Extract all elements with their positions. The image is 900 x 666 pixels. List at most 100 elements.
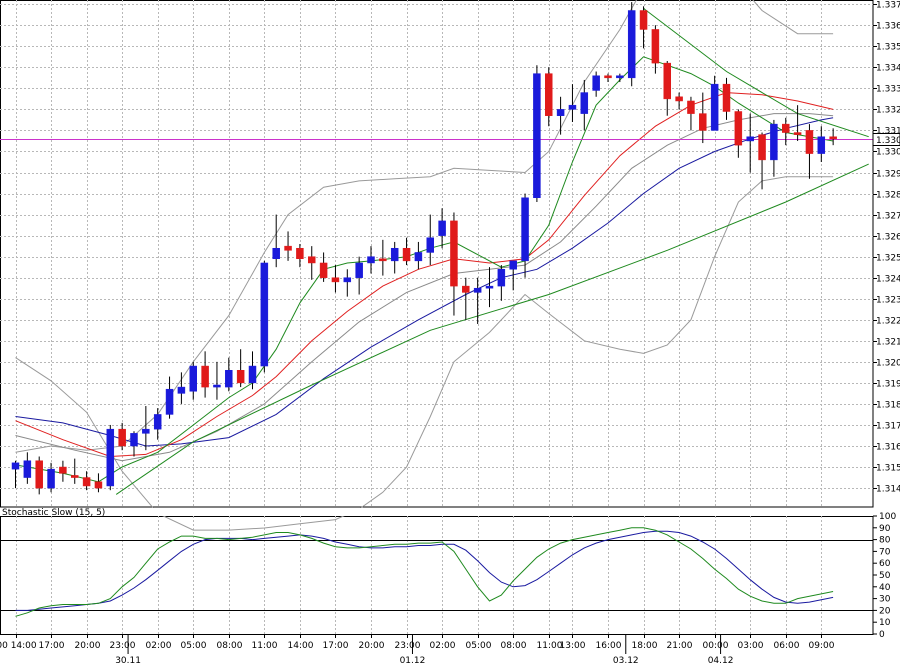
candle-bullish	[367, 256, 375, 264]
price-tick-label: 1.3310	[876, 127, 900, 137]
grid	[0, 0, 873, 634]
stoch-tick-label: 40	[879, 583, 891, 593]
stochastic-signal-line	[15, 530, 834, 611]
candle-bullish	[533, 73, 541, 199]
candle-bullish	[592, 75, 600, 91]
time-tick-label: 08:00	[217, 641, 243, 651]
candle-bearish	[805, 130, 814, 154]
time-tick-label: 11:00	[537, 641, 563, 651]
candle-bullish	[213, 384, 221, 388]
time-tick-label: 21:00	[667, 641, 693, 651]
price-tick-label: 1.3170	[876, 422, 900, 432]
candle-bearish	[59, 466, 67, 474]
candle-bearish	[118, 428, 126, 447]
candle-bullish	[497, 269, 506, 287]
candle-bearish	[201, 365, 209, 388]
stoch-tick-label: 50	[879, 571, 891, 581]
date-label: 03.12	[613, 656, 639, 666]
candle-bullish	[438, 220, 446, 236]
candle-bullish	[165, 388, 174, 415]
candle-bearish	[722, 83, 731, 112]
candle-bullish	[106, 428, 115, 487]
candle-bullish	[248, 365, 257, 384]
time-tick-label: 20:00	[359, 641, 385, 651]
time-tick-label: 23:00	[395, 641, 421, 651]
candle-bearish	[71, 475, 79, 478]
stoch-tick-label: 100	[879, 512, 896, 522]
time-tick-label: 09:00	[809, 641, 835, 651]
time-tick-label: 23:00	[110, 641, 136, 651]
price-tick-label: 1.3350	[876, 43, 900, 53]
price-tick-label: 1.3150	[876, 464, 900, 474]
candle-bearish	[639, 10, 648, 30]
time-tick-label: 05:00	[466, 641, 492, 651]
candle-bearish	[284, 245, 292, 251]
time-tick-label: 16:00	[596, 641, 622, 651]
price-tick-label: 1.3200	[876, 359, 900, 369]
candle-bullish	[177, 386, 186, 394]
candle-bullish	[568, 104, 577, 110]
date-label: 04.12	[708, 656, 734, 666]
candle-bearish	[545, 73, 553, 116]
candle-bullish	[390, 247, 399, 262]
candle-bullish	[556, 109, 565, 116]
time-tick-label: 13:00	[560, 641, 586, 651]
price-tick-label: 1.3240	[876, 275, 900, 285]
candle-bearish	[94, 481, 103, 489]
bollinger-upper-line	[15, 0, 834, 453]
trendline-support	[115, 163, 869, 495]
candle-bullish	[509, 260, 517, 270]
price-tick-label: 1.3160	[876, 443, 900, 453]
candle-bearish	[319, 262, 328, 278]
price-tick-label: 1.3270	[876, 212, 900, 222]
candle-bullish	[770, 123, 778, 161]
candle-bearish	[782, 123, 790, 133]
time-tick-label: 06:00	[774, 641, 800, 651]
panel-separator	[0, 508, 873, 516]
stochastic-main-line	[15, 527, 834, 617]
candle-bearish	[675, 96, 683, 102]
candle-bullish	[11, 462, 20, 470]
moving-average-blue-line	[15, 117, 834, 447]
candle-bearish	[462, 285, 470, 293]
candle-bearish	[699, 113, 707, 131]
time-tick-label: 18:00	[632, 641, 658, 651]
candle-bullish	[710, 83, 719, 131]
stoch-tick-label: 10	[879, 618, 891, 628]
price-tick-label: 1.3180	[876, 401, 900, 411]
stoch-tick-label: 90	[879, 524, 891, 534]
time-tick-label: 00 14:00	[0, 641, 37, 651]
candle-bullish	[260, 262, 269, 367]
price-tick-label: 1.3360	[876, 22, 900, 32]
candle-bearish	[35, 460, 43, 489]
candle-bearish	[758, 134, 766, 161]
stoch-tick-label: 30	[879, 595, 891, 605]
main-panel-frame	[0, 0, 874, 508]
trendline-resistance	[643, 8, 869, 138]
candle-bearish	[829, 136, 837, 140]
stoch-tick-label: 60	[879, 559, 891, 569]
time-tick-label: 05:00	[181, 641, 207, 651]
price-tick-label: 1.3230	[876, 296, 900, 306]
time-tick-label: 02:00	[146, 641, 172, 651]
bollinger-lower-line	[15, 176, 834, 531]
time-tick-label: 20:00	[75, 641, 101, 651]
candle-bullish	[47, 468, 55, 489]
candle-bearish	[450, 220, 458, 287]
candle-bullish	[189, 365, 197, 392]
price-tick-label: 1.3290	[876, 170, 900, 180]
current-price-label: 1.3306	[876, 136, 900, 146]
candle-bearish	[331, 277, 340, 283]
candle-bearish	[82, 477, 91, 487]
time-tick-label: 17:00	[323, 641, 349, 651]
candle-bullish	[153, 414, 162, 430]
candle-bullish	[414, 252, 423, 262]
price-tick-label: 1.3280	[876, 191, 900, 201]
candle-bearish	[296, 247, 304, 260]
stoch-tick-label: 0	[879, 630, 885, 640]
candle-bearish	[793, 132, 802, 135]
candle-bullish	[355, 262, 363, 278]
